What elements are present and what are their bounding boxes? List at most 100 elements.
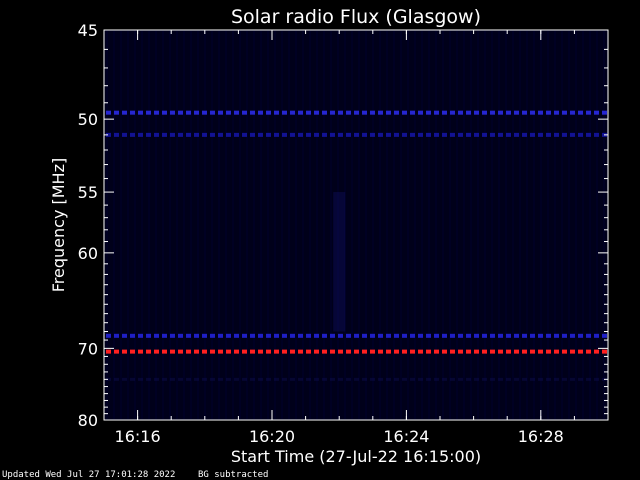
texture-stripe	[589, 31, 591, 419]
band-segment	[578, 349, 583, 354]
band-segment	[402, 132, 407, 137]
band-segment	[586, 132, 591, 137]
band-segment	[178, 132, 183, 137]
band-segment	[426, 333, 431, 338]
band-segment	[122, 110, 127, 115]
band-segment	[458, 349, 463, 354]
band-segment	[370, 110, 375, 115]
band-segment	[498, 349, 503, 354]
texture-stripe	[176, 31, 178, 419]
band-segment	[530, 110, 535, 115]
band-segment	[458, 132, 463, 137]
band-segment	[434, 349, 439, 354]
band-segment	[546, 110, 551, 115]
band-segment	[578, 333, 583, 338]
texture-stripe	[344, 31, 346, 419]
band-segment	[306, 110, 311, 115]
band-segment	[546, 333, 551, 338]
band-segment	[530, 333, 535, 338]
band-segment	[194, 377, 199, 381]
band-segment	[474, 110, 479, 115]
band-segment	[314, 349, 319, 354]
band-segment	[210, 132, 215, 137]
texture-stripe	[393, 31, 395, 419]
band-segment	[282, 110, 287, 115]
band-segment	[290, 333, 295, 338]
texture-stripe	[547, 31, 549, 419]
texture-stripe	[169, 31, 171, 419]
band-segment	[202, 333, 207, 338]
band-segment	[122, 377, 127, 381]
band-segment	[370, 349, 375, 354]
bg-subtracted-note: BG subtracted	[198, 470, 269, 480]
texture-stripe	[141, 31, 143, 419]
band-segment	[474, 349, 479, 354]
band-segment	[498, 333, 503, 338]
band-segment	[394, 132, 399, 137]
band-segment	[226, 110, 231, 115]
band-segment	[426, 377, 431, 381]
band-segment	[290, 349, 295, 354]
band-segment	[178, 349, 183, 354]
band-segment	[530, 377, 535, 381]
band-segment	[114, 377, 119, 381]
band-segment	[370, 377, 375, 381]
texture-stripe	[260, 31, 262, 419]
band-segment	[106, 333, 111, 338]
band-segment	[466, 132, 471, 137]
y-tick-label: 50	[78, 110, 98, 129]
band-segment	[226, 377, 231, 381]
band-segment	[290, 377, 295, 381]
texture-stripe	[491, 31, 493, 419]
texture-stripe	[477, 31, 479, 419]
band-segment	[514, 132, 519, 137]
band-segment	[546, 349, 551, 354]
band-segment	[186, 377, 191, 381]
band-segment	[354, 333, 359, 338]
band-segment	[186, 333, 191, 338]
band-segment	[354, 132, 359, 137]
band-segment	[138, 333, 143, 338]
texture-stripe	[316, 31, 318, 419]
band-segment	[594, 377, 599, 381]
texture-stripe	[106, 31, 108, 419]
y-tick-label: 55	[78, 183, 98, 202]
band-segment	[114, 132, 119, 137]
band-segment	[218, 349, 223, 354]
band-segment	[322, 377, 327, 381]
texture-stripe	[197, 31, 199, 419]
band-segment	[410, 333, 415, 338]
band-segment	[434, 377, 439, 381]
band-segment	[266, 333, 271, 338]
band-segment	[514, 333, 519, 338]
band-segment	[202, 349, 207, 354]
texture-stripe	[253, 31, 255, 419]
band-segment	[330, 132, 335, 137]
band-segment	[186, 110, 191, 115]
band-segment	[362, 349, 367, 354]
band-segment	[130, 377, 135, 381]
texture-stripe	[470, 31, 472, 419]
band-segment	[146, 377, 151, 381]
frequency-band	[106, 377, 607, 381]
band-segment	[186, 349, 191, 354]
band-segment	[170, 132, 175, 137]
band-segment	[306, 349, 311, 354]
band-segment	[554, 333, 559, 338]
band-segment	[586, 349, 591, 354]
band-segment	[546, 377, 551, 381]
texture-stripe	[288, 31, 290, 419]
band-segment	[418, 132, 423, 137]
y-axis-label: Frequency [MHz]	[49, 158, 68, 292]
band-segment	[570, 377, 575, 381]
band-segment	[562, 132, 567, 137]
heatmap-background	[104, 30, 608, 420]
band-segment	[242, 110, 247, 115]
band-segment	[402, 333, 407, 338]
band-segment	[546, 132, 551, 137]
band-segment	[418, 377, 423, 381]
band-segment	[514, 349, 519, 354]
band-segment	[530, 349, 535, 354]
texture-stripe	[225, 31, 227, 419]
